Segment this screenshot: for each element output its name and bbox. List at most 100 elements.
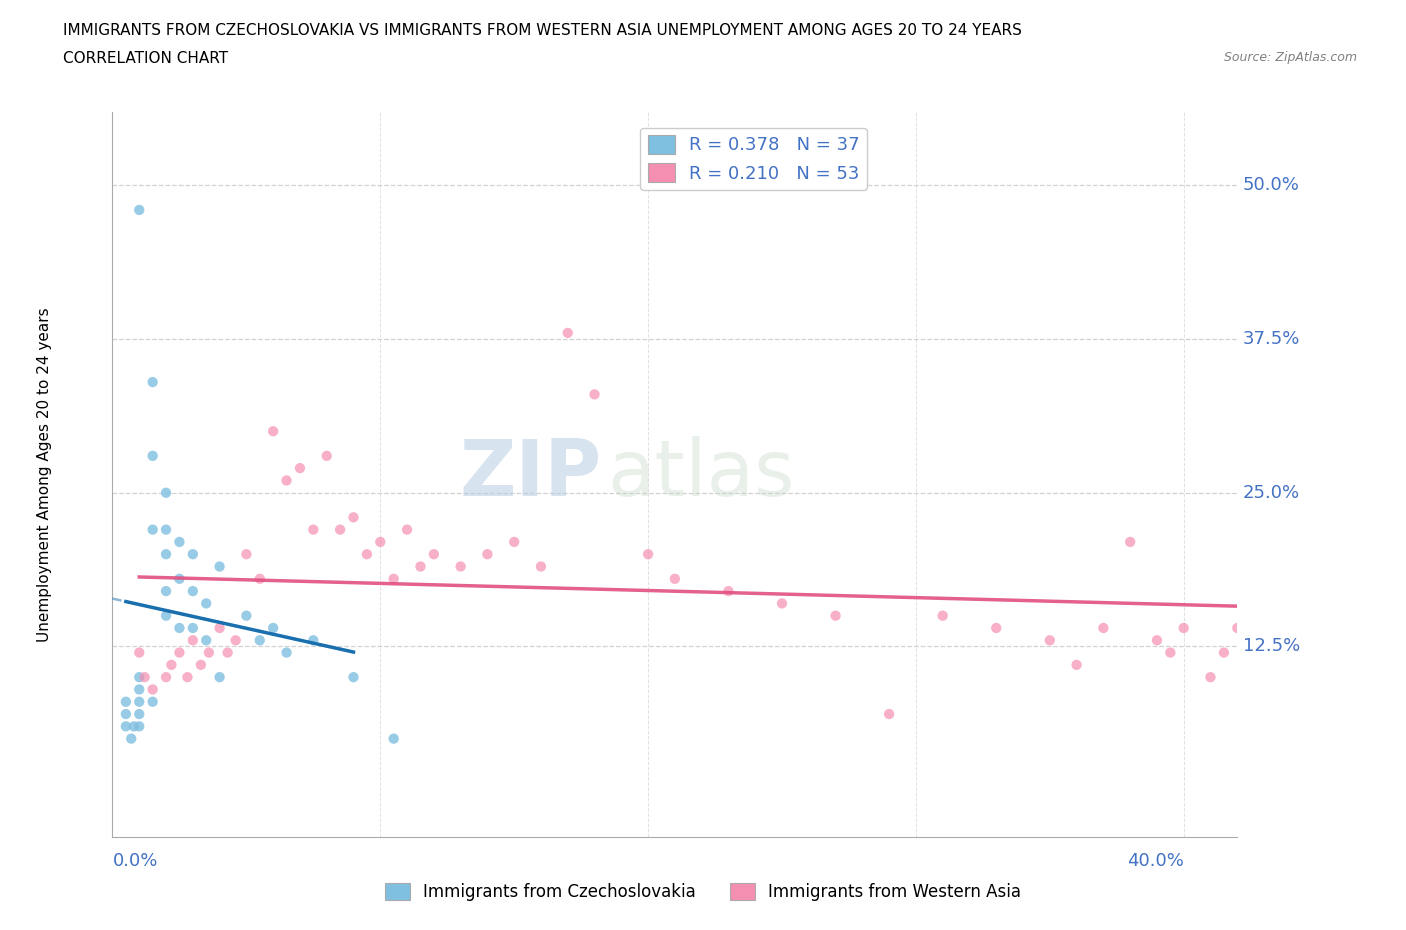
Point xyxy=(583,387,606,402)
Point xyxy=(155,522,177,537)
Point xyxy=(128,695,150,710)
Point xyxy=(368,535,391,550)
Point xyxy=(217,645,239,660)
Point xyxy=(142,375,165,390)
Point xyxy=(262,424,284,439)
Point xyxy=(155,584,177,599)
Point xyxy=(208,620,231,635)
Point xyxy=(329,522,352,537)
Point xyxy=(142,448,165,463)
Point xyxy=(503,535,526,550)
Point xyxy=(115,695,138,710)
Point xyxy=(356,547,378,562)
Point xyxy=(115,707,138,722)
Point xyxy=(1159,645,1181,660)
Point xyxy=(477,547,499,562)
Text: 12.5%: 12.5% xyxy=(1243,637,1301,656)
Point xyxy=(276,473,298,488)
Point xyxy=(288,460,311,475)
Text: ZIP: ZIP xyxy=(460,436,602,512)
Point xyxy=(142,682,165,697)
Point xyxy=(262,620,284,635)
Point xyxy=(557,326,579,340)
Point xyxy=(128,707,150,722)
Point xyxy=(249,571,271,586)
Point xyxy=(155,485,177,500)
Point xyxy=(176,670,198,684)
Point xyxy=(169,645,191,660)
Point xyxy=(169,620,191,635)
Point xyxy=(382,731,405,746)
Legend: R = 0.378   N = 37, R = 0.210   N = 53: R = 0.378 N = 37, R = 0.210 N = 53 xyxy=(640,128,868,190)
Point xyxy=(181,620,204,635)
Point xyxy=(664,571,686,586)
Point xyxy=(931,608,953,623)
Point xyxy=(128,719,150,734)
Point xyxy=(160,658,183,672)
Point xyxy=(302,522,325,537)
Point xyxy=(342,670,364,684)
Point xyxy=(181,547,204,562)
Point xyxy=(1039,632,1062,647)
Point xyxy=(1092,620,1115,635)
Point xyxy=(181,632,204,647)
Point xyxy=(235,547,257,562)
Point xyxy=(877,707,900,722)
Point xyxy=(195,596,218,611)
Point xyxy=(169,535,191,550)
Text: 0.0%: 0.0% xyxy=(112,852,157,870)
Point xyxy=(249,632,271,647)
Legend: Immigrants from Czechoslovakia, Immigrants from Western Asia: Immigrants from Czechoslovakia, Immigran… xyxy=(378,876,1028,908)
Point xyxy=(142,522,165,537)
Point xyxy=(122,719,145,734)
Point xyxy=(169,571,191,586)
Point xyxy=(225,632,247,647)
Point xyxy=(1173,620,1195,635)
Point xyxy=(115,719,138,734)
Point xyxy=(315,448,337,463)
Point xyxy=(396,522,419,537)
Point xyxy=(530,559,553,574)
Point xyxy=(382,571,405,586)
Point xyxy=(235,608,257,623)
Point xyxy=(409,559,432,574)
Text: 37.5%: 37.5% xyxy=(1243,330,1301,348)
Point xyxy=(986,620,1008,635)
Point xyxy=(1119,535,1142,550)
Point xyxy=(155,547,177,562)
Point xyxy=(450,559,472,574)
Point xyxy=(142,695,165,710)
Text: Unemployment Among Ages 20 to 24 years: Unemployment Among Ages 20 to 24 years xyxy=(38,307,52,642)
Point xyxy=(134,670,156,684)
Point xyxy=(208,559,231,574)
Point xyxy=(824,608,846,623)
Point xyxy=(120,731,142,746)
Text: atlas: atlas xyxy=(607,436,794,512)
Point xyxy=(128,203,150,218)
Point xyxy=(208,670,231,684)
Text: 40.0%: 40.0% xyxy=(1126,852,1184,870)
Text: 25.0%: 25.0% xyxy=(1243,484,1299,502)
Point xyxy=(128,645,150,660)
Point xyxy=(198,645,221,660)
Point xyxy=(637,547,659,562)
Point xyxy=(1226,620,1249,635)
Point xyxy=(155,670,177,684)
Point xyxy=(770,596,793,611)
Point xyxy=(128,682,150,697)
Point xyxy=(423,547,446,562)
Text: Source: ZipAtlas.com: Source: ZipAtlas.com xyxy=(1223,51,1357,64)
Point xyxy=(181,584,204,599)
Point xyxy=(195,632,218,647)
Point xyxy=(190,658,212,672)
Point xyxy=(128,670,150,684)
Point xyxy=(1146,632,1168,647)
Text: IMMIGRANTS FROM CZECHOSLOVAKIA VS IMMIGRANTS FROM WESTERN ASIA UNEMPLOYMENT AMON: IMMIGRANTS FROM CZECHOSLOVAKIA VS IMMIGR… xyxy=(63,23,1022,38)
Point xyxy=(1212,645,1234,660)
Point xyxy=(155,608,177,623)
Text: 50.0%: 50.0% xyxy=(1243,177,1299,194)
Point xyxy=(276,645,298,660)
Point xyxy=(1066,658,1088,672)
Text: CORRELATION CHART: CORRELATION CHART xyxy=(63,51,228,66)
Point xyxy=(1199,670,1222,684)
